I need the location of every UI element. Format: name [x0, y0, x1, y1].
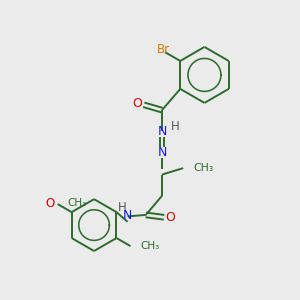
Text: O: O: [132, 97, 142, 110]
Text: N: N: [157, 146, 167, 159]
Text: CH₃: CH₃: [194, 163, 214, 172]
Text: H: H: [118, 201, 127, 214]
Text: N: N: [157, 125, 167, 138]
Text: N: N: [123, 209, 132, 222]
Text: O: O: [45, 197, 55, 210]
Text: Br: Br: [157, 43, 170, 56]
Text: CH₃: CH₃: [67, 198, 86, 208]
Text: CH₃: CH₃: [141, 241, 160, 251]
Text: H: H: [171, 120, 180, 134]
Text: O: O: [166, 211, 176, 224]
